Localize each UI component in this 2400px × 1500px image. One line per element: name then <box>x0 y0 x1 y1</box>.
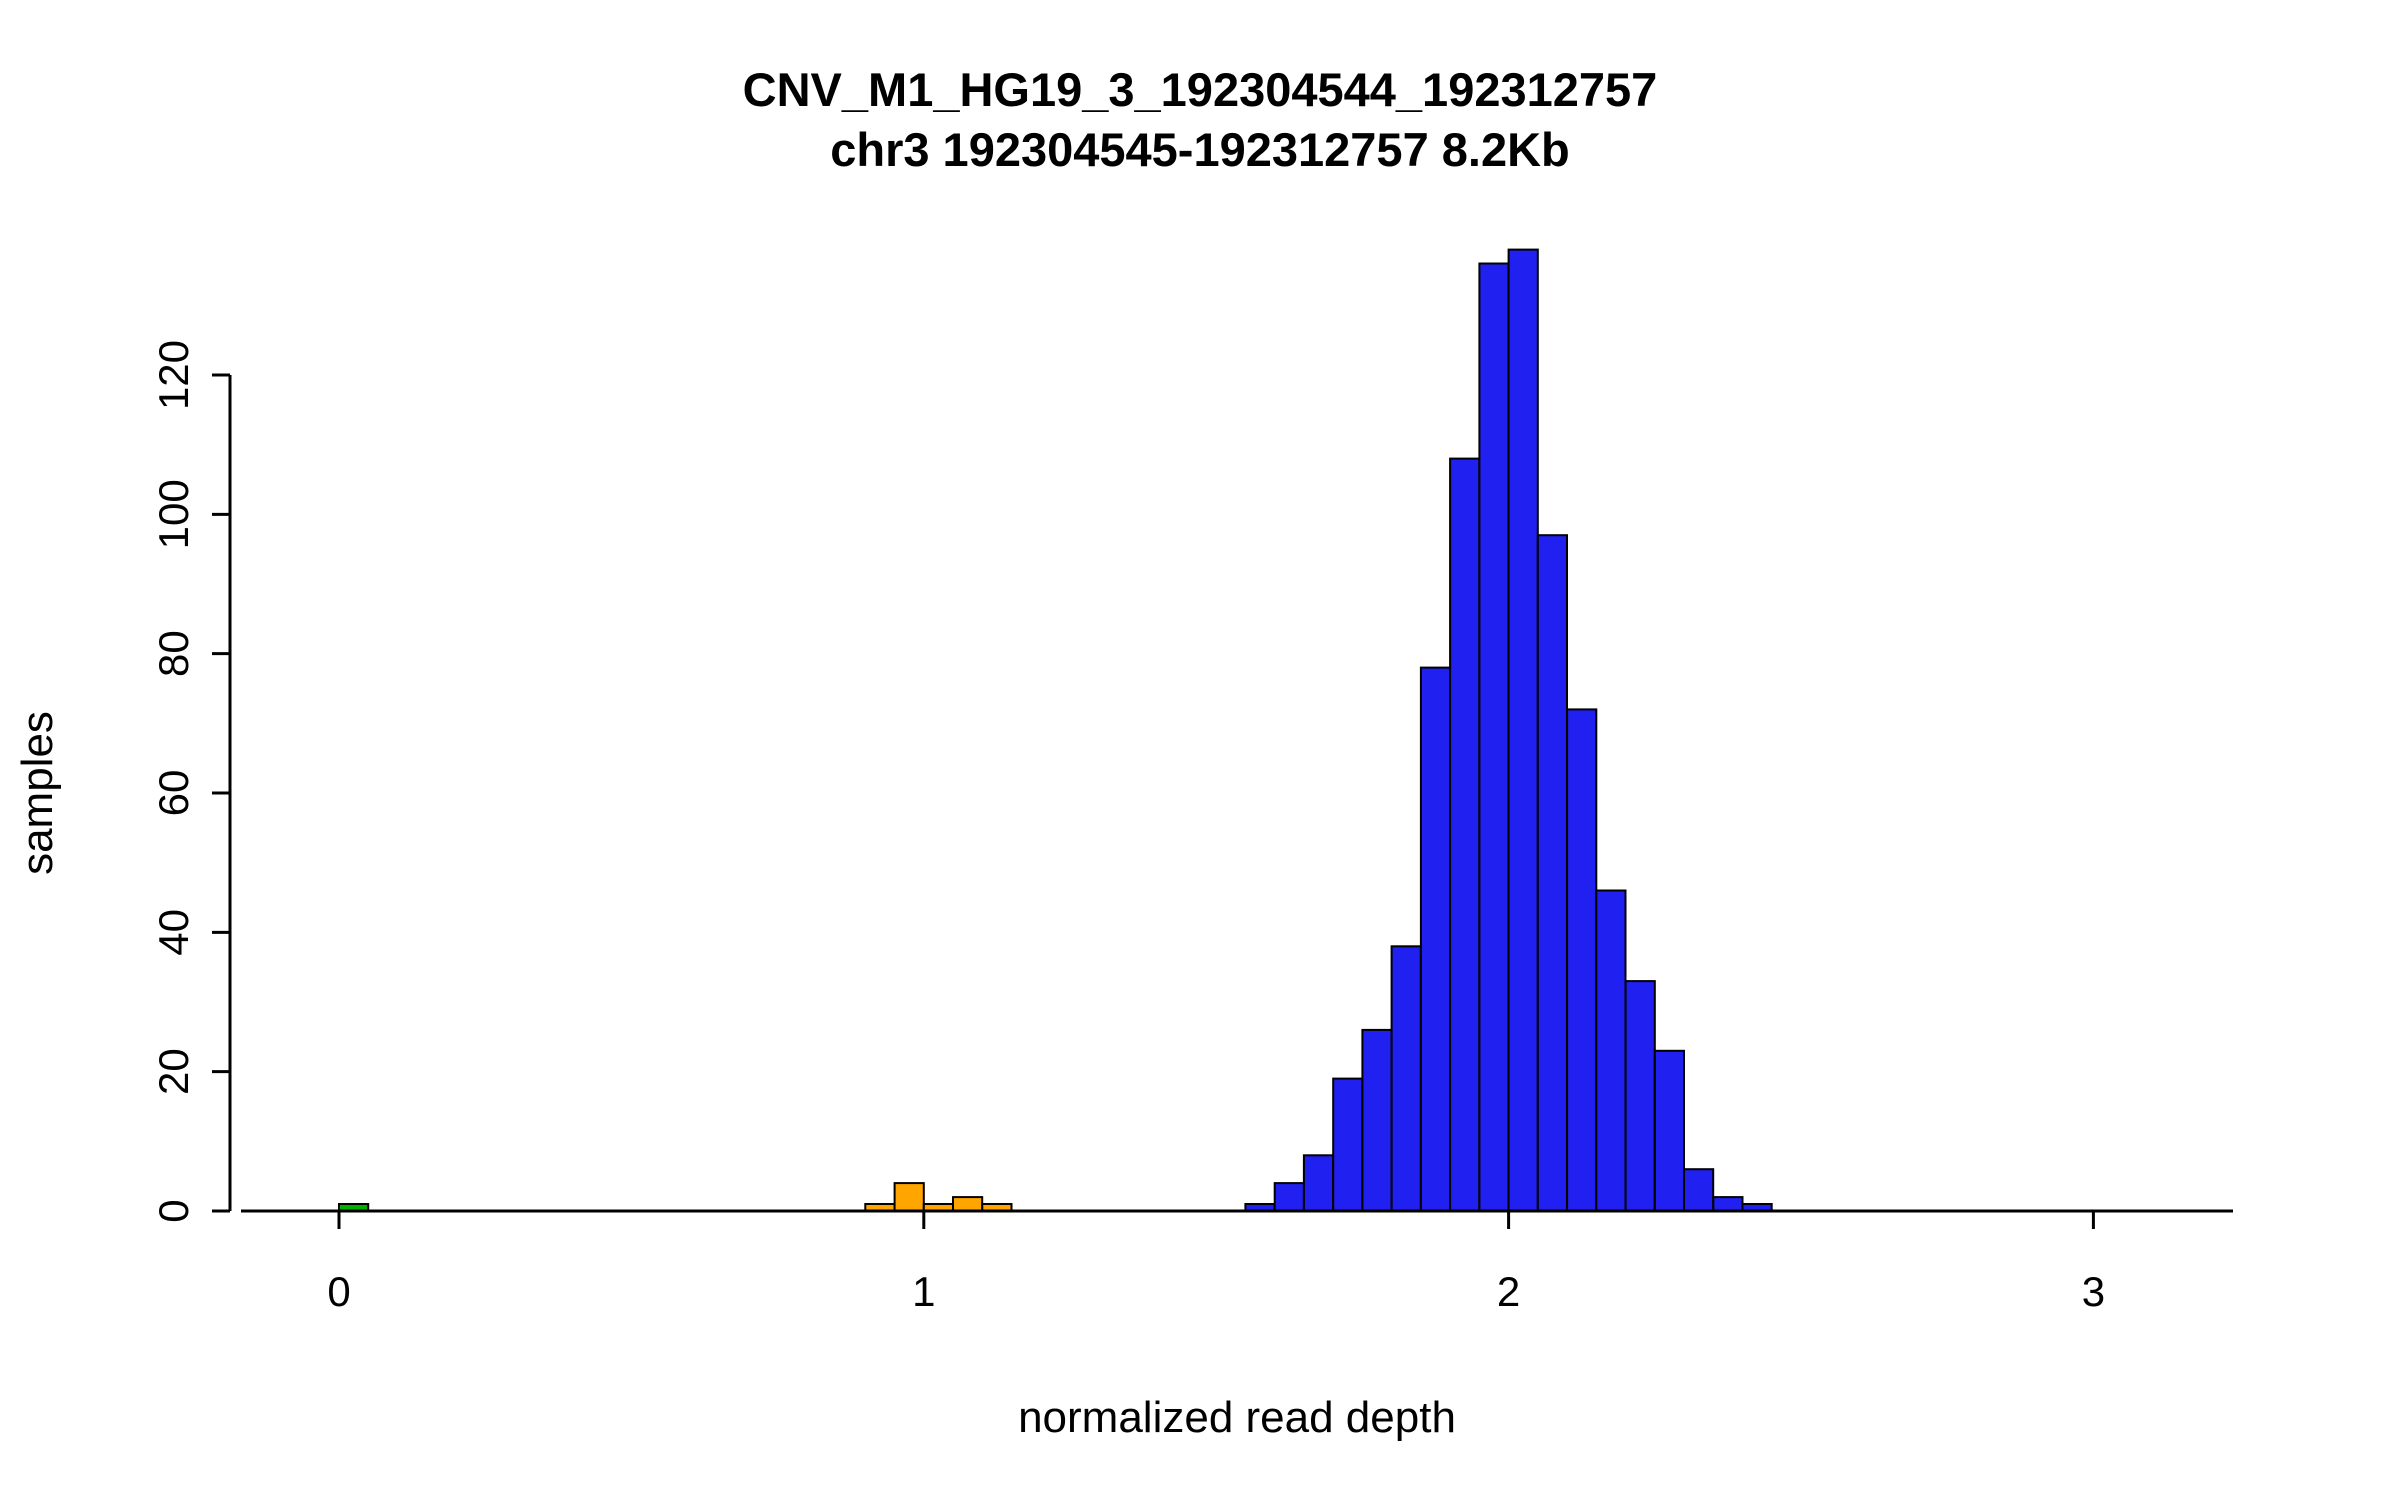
histogram-bar <box>1712 1196 1744 1212</box>
histogram-bar <box>1273 1182 1305 1212</box>
histogram-bar <box>1507 248 1539 1213</box>
x-tick-label: 2 <box>1497 1268 1520 1315</box>
y-tick-label: 40 <box>150 909 197 956</box>
histogram-bar <box>1536 534 1569 1212</box>
histogram-bar <box>1566 708 1598 1213</box>
histogram-bar <box>1595 889 1627 1212</box>
histogram-bar <box>893 1182 925 1212</box>
histogram-bar <box>1390 945 1422 1212</box>
chart-subtitle: chr3 192304545-192312757 8.2Kb <box>830 123 1570 176</box>
y-tick-label: 0 <box>150 1199 197 1222</box>
histogram-bar <box>1624 980 1656 1212</box>
x-axis-title: normalized read depth <box>1018 1393 1456 1442</box>
x-tick-label: 0 <box>327 1268 350 1315</box>
histogram-bar <box>952 1196 984 1212</box>
axes <box>212 373 2233 1229</box>
histogram-bar <box>1302 1154 1335 1213</box>
histogram-bars <box>338 248 1773 1213</box>
y-tick-label: 80 <box>150 630 197 677</box>
axis-labels: 0 1 2 3 0 20 40 60 80 100 120 normalized read depth… <box>13 340 2105 1442</box>
x-tick-label: 1 <box>912 1268 935 1315</box>
histogram-bar <box>1449 457 1481 1213</box>
chart-title: CNV_M1_HG19_3_192304544_192312757 <box>742 63 1658 116</box>
y-tick-label: 20 <box>150 1048 197 1095</box>
y-tick-label: 100 <box>150 479 197 549</box>
y-tick-label: 120 <box>150 340 197 410</box>
y-axis-title: samples <box>13 711 62 875</box>
histogram-bar <box>1653 1049 1686 1213</box>
x-tick-label: 3 <box>2082 1268 2105 1315</box>
histogram-bar <box>1361 1028 1393 1213</box>
histogram-bar <box>1419 666 1452 1212</box>
y-tick-label: 60 <box>150 770 197 817</box>
histogram-bar <box>1478 262 1510 1212</box>
histogram-bar <box>1683 1168 1715 1212</box>
histogram-bar <box>1332 1077 1364 1212</box>
